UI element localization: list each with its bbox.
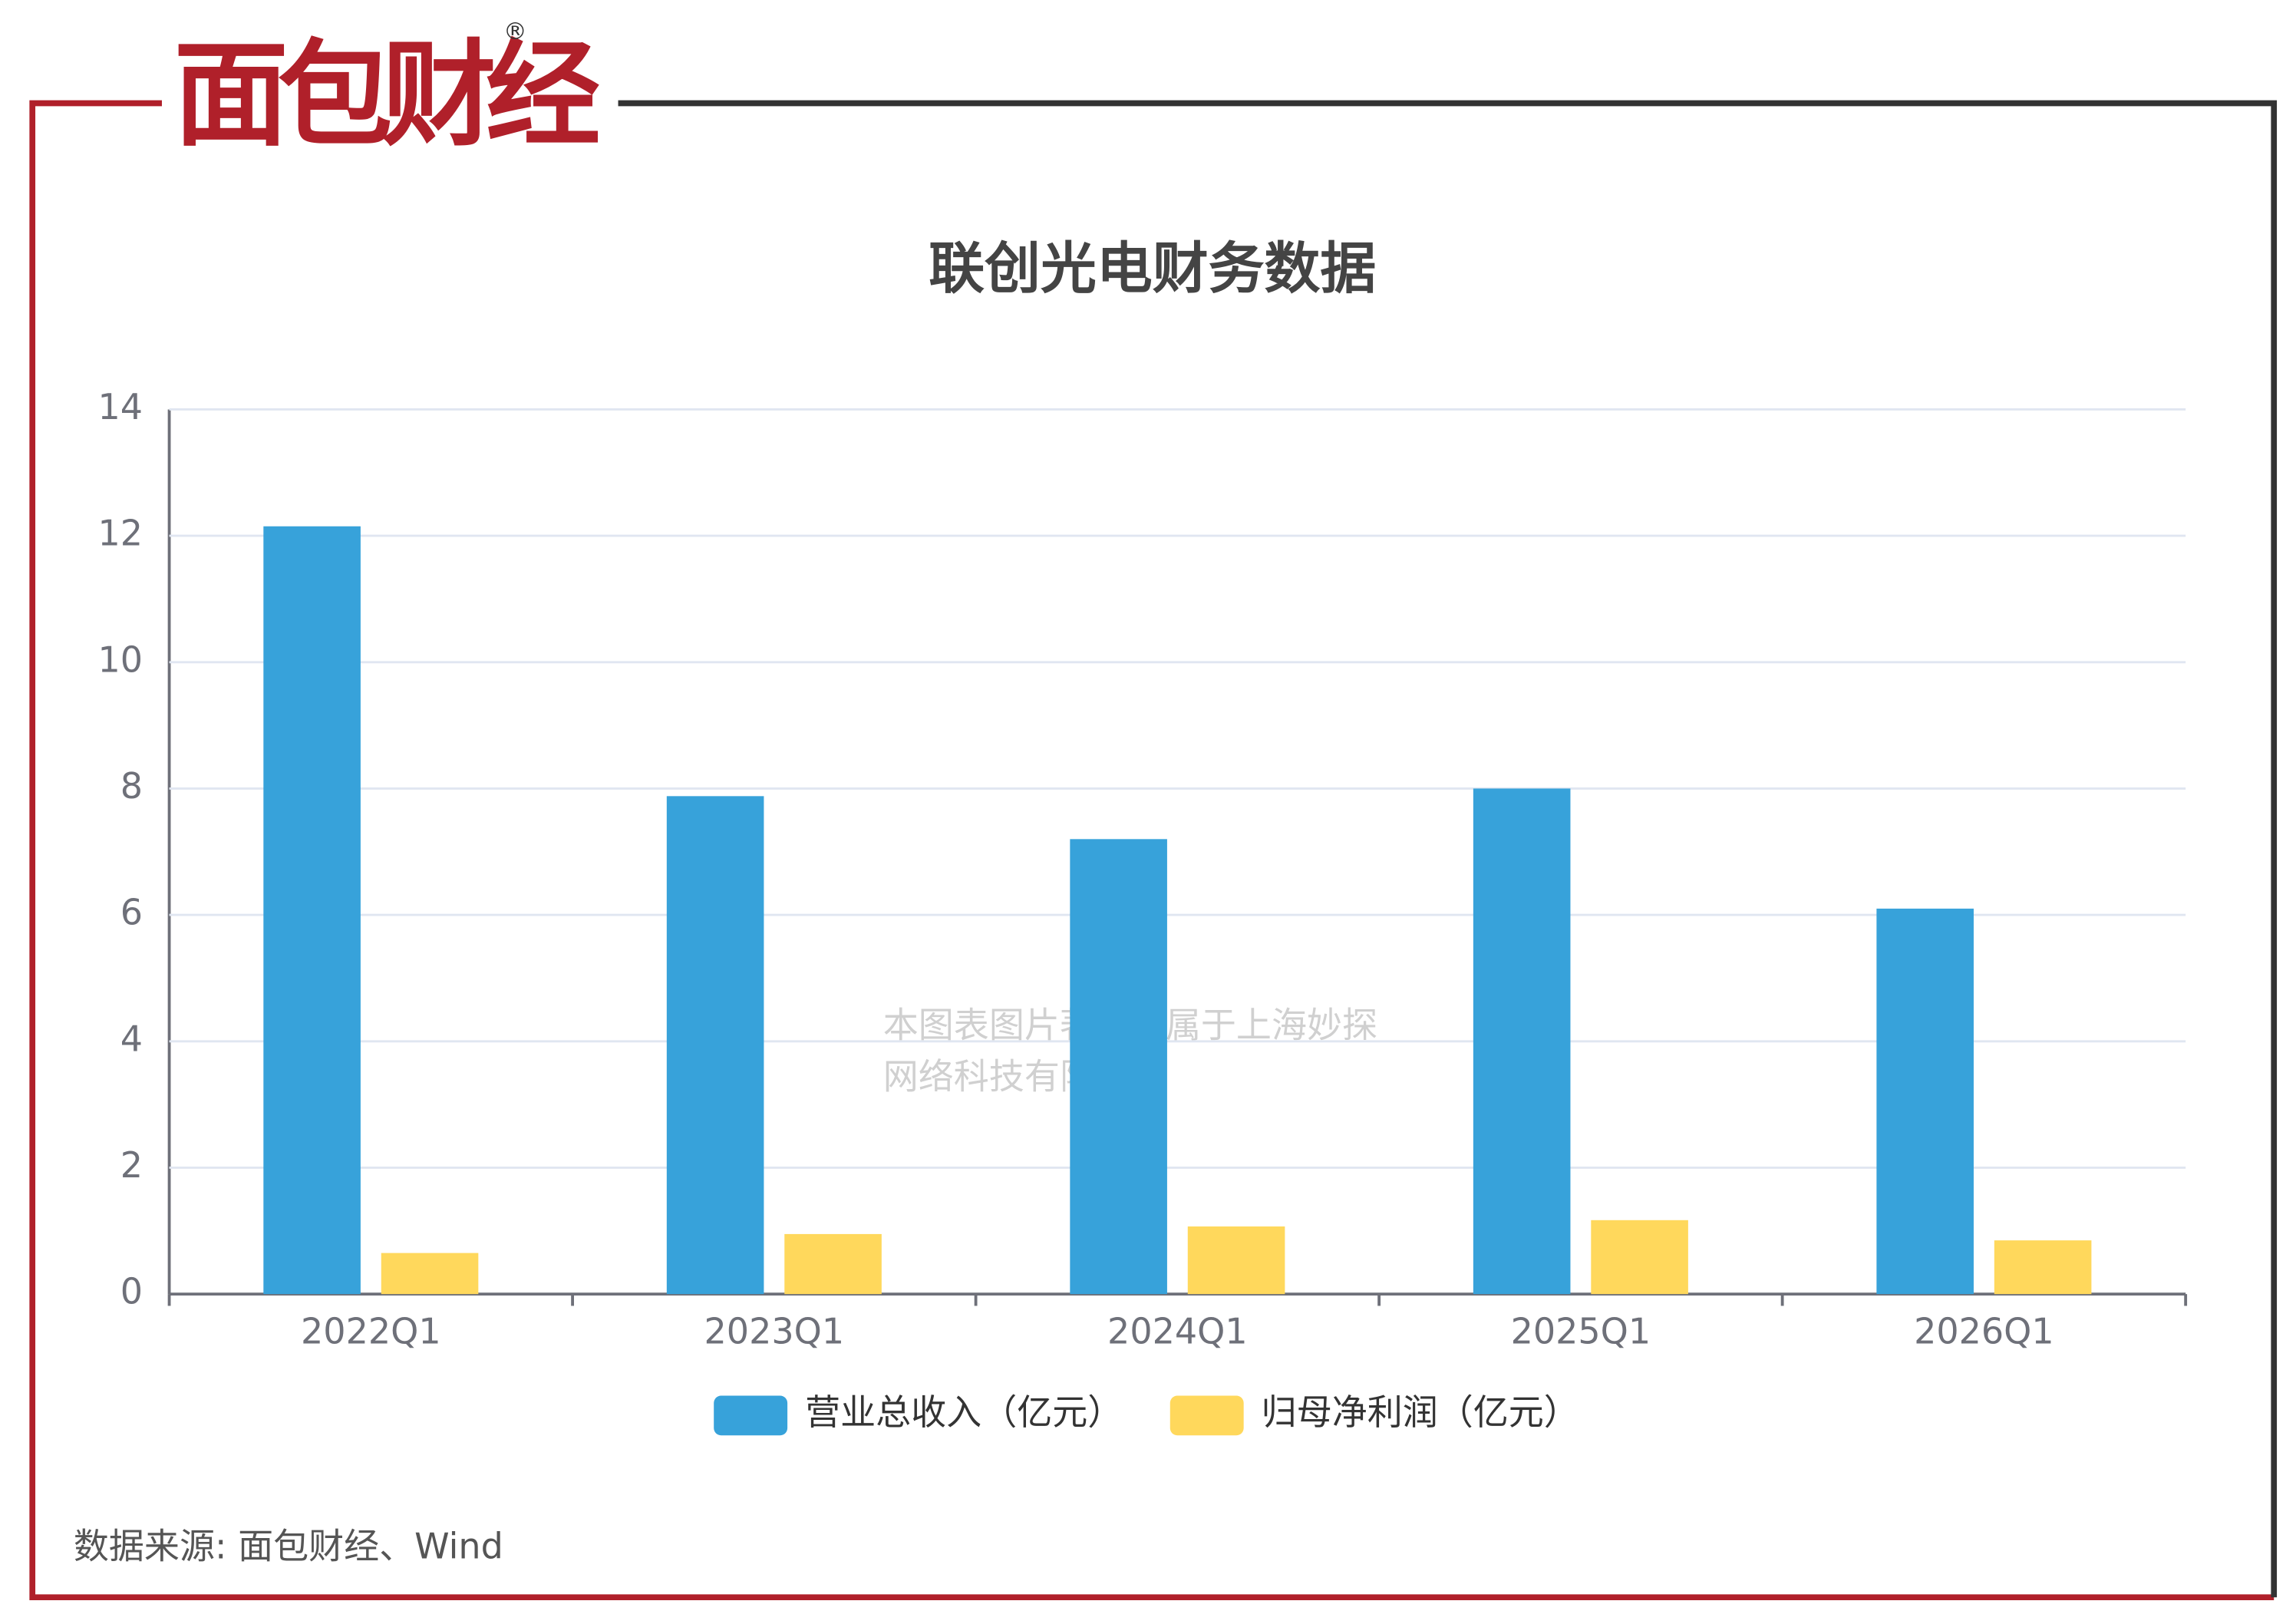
y-tick-label: 4 [120,1018,143,1059]
legend-swatch [714,1395,788,1436]
legend-label: 营业总收入（亿元） [805,1391,1123,1433]
y-tick-label: 14 [97,386,143,427]
bar [1473,788,1571,1295]
bar [666,796,764,1295]
y-tick-label: 0 [120,1271,143,1312]
x-tick-label: 2024Q1 [1107,1310,1248,1352]
y-tick-label: 2 [120,1144,143,1186]
y-tick-label: 12 [97,513,143,554]
x-tick-label: 2023Q1 [704,1310,845,1352]
frame-red [29,100,2275,1601]
legend-label: 归母净利润（亿元） [1262,1391,1579,1433]
bar [263,526,361,1295]
bar [1070,839,1167,1295]
bar [1876,908,1974,1295]
x-tick-label: 2026Q1 [1914,1310,2054,1352]
bar [1187,1226,1285,1295]
legend-swatch [1169,1395,1244,1436]
y-tick-label: 6 [120,892,143,933]
bar [1994,1240,2092,1295]
y-tick-label: 10 [97,639,143,680]
x-tick-label: 2022Q1 [301,1310,441,1352]
bar [381,1253,479,1295]
logo: 面包财经 [173,29,600,163]
bar [1591,1220,1688,1295]
x-tick-label: 2025Q1 [1511,1310,1651,1352]
chart-title: 联创光电财务数据 [929,236,1376,302]
logo-registered: ® [503,18,527,45]
y-tick-label: 8 [120,765,143,807]
source: 数据来源: 面包财经、Wind [74,1525,503,1566]
bar [784,1233,882,1295]
frame-dark [618,100,2278,1598]
